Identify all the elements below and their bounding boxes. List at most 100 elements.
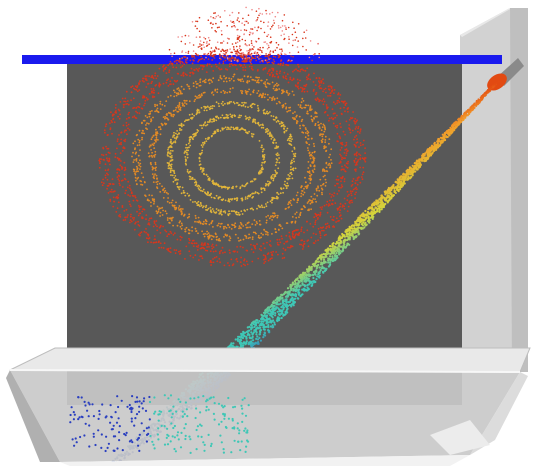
swirl-particle xyxy=(325,91,327,94)
swirl-particle xyxy=(281,122,283,125)
swirl-particle xyxy=(154,74,157,77)
plume-particle xyxy=(215,47,217,50)
swirl-particle xyxy=(131,85,134,88)
swirl-particle xyxy=(272,74,274,77)
swirl-particle xyxy=(164,123,167,126)
swirl-particle xyxy=(230,228,233,230)
swirl-particle xyxy=(259,206,262,208)
swirl-particle xyxy=(230,63,233,65)
swirl-particle xyxy=(111,132,113,135)
swirl-particle xyxy=(164,115,167,118)
swirl-particle xyxy=(151,90,154,93)
plume-particle xyxy=(259,12,261,15)
plume-particle xyxy=(260,20,262,23)
swirl-particle xyxy=(154,224,157,226)
swirl-particle xyxy=(207,137,210,140)
swirl-particle xyxy=(206,233,209,236)
swirl-particle xyxy=(169,167,172,170)
swirl-particle xyxy=(104,163,107,166)
plume-particle xyxy=(181,35,183,38)
swirl-particle xyxy=(313,151,316,154)
swirl-particle xyxy=(249,180,252,183)
swirl-particle xyxy=(350,185,353,187)
swirl-particle xyxy=(309,78,312,81)
plume-particle xyxy=(309,40,312,42)
swirl-particle xyxy=(256,207,258,210)
swirl-particle xyxy=(278,157,280,159)
swirl-particle xyxy=(247,75,250,78)
swirl-particle xyxy=(199,186,202,189)
swirl-particle xyxy=(118,175,121,177)
swirl-particle xyxy=(135,151,138,154)
swirl-particle xyxy=(215,256,218,258)
swirl-particle xyxy=(314,223,317,226)
spray-particle xyxy=(335,252,338,255)
plume-particle xyxy=(207,52,210,55)
swirl-particle xyxy=(319,211,322,214)
swirl-particle xyxy=(164,117,166,120)
swirl-particle xyxy=(345,162,348,165)
swirl-particle xyxy=(313,157,316,160)
swirl-particle xyxy=(137,154,140,157)
swirl-particle xyxy=(132,142,135,145)
swirl-particle xyxy=(299,127,302,130)
plume-particle xyxy=(268,54,271,56)
swirl-particle xyxy=(319,178,322,181)
swirl-particle xyxy=(210,234,213,237)
swirl-particle xyxy=(299,86,302,89)
swirl-particle xyxy=(239,239,242,242)
swirl-particle xyxy=(270,245,272,247)
swirl-particle xyxy=(270,138,273,140)
swirl-particle xyxy=(293,160,295,163)
swirl-particle xyxy=(263,154,266,156)
swirl-particle xyxy=(306,130,309,133)
swirl-particle xyxy=(364,152,366,155)
swirl-particle xyxy=(333,89,336,91)
swirl-particle xyxy=(256,243,258,246)
swirl-particle xyxy=(247,106,249,108)
plume-particle xyxy=(288,35,290,38)
swirl-particle xyxy=(293,237,296,239)
spray-particle xyxy=(286,287,290,290)
swirl-particle xyxy=(312,90,315,92)
swirl-particle xyxy=(232,75,235,78)
swirl-particle xyxy=(332,122,335,125)
swirl-particle xyxy=(300,228,303,231)
swirl-particle xyxy=(332,112,335,115)
swirl-particle xyxy=(203,247,206,250)
plume-particle xyxy=(196,27,198,30)
plume-particle xyxy=(251,44,254,47)
plume-particle xyxy=(231,43,234,45)
swirl-particle xyxy=(364,160,367,163)
swirl-particle xyxy=(275,72,278,75)
swirl-particle xyxy=(292,77,295,80)
swirl-particle xyxy=(269,240,272,242)
swirl-particle xyxy=(197,187,200,190)
swirl-particle xyxy=(195,68,198,70)
swirl-particle xyxy=(189,75,191,77)
plume-particle xyxy=(187,50,190,53)
swirl-particle xyxy=(228,264,231,267)
plume-particle xyxy=(236,41,239,43)
swirl-particle xyxy=(212,210,215,212)
swirl-particle xyxy=(345,166,348,168)
swirl-particle xyxy=(167,152,169,155)
swirl-particle xyxy=(138,82,141,84)
swirl-particle xyxy=(219,116,222,119)
swirl-particle xyxy=(223,127,225,130)
swirl-particle xyxy=(275,251,277,253)
swirl-particle xyxy=(240,64,243,67)
swirl-particle xyxy=(159,126,162,128)
plume-particle xyxy=(253,46,255,48)
swirl-particle xyxy=(159,128,162,131)
swirl-particle xyxy=(135,221,137,224)
swirl-particle xyxy=(203,79,206,82)
swirl-particle xyxy=(248,80,251,83)
swirl-particle xyxy=(212,94,215,96)
swirl-particle xyxy=(339,94,342,96)
swirl-particle xyxy=(193,55,196,57)
swirl-particle xyxy=(326,200,329,203)
swirl-particle xyxy=(188,194,191,197)
swirl-particle xyxy=(269,131,271,134)
swirl-particle xyxy=(167,167,170,170)
